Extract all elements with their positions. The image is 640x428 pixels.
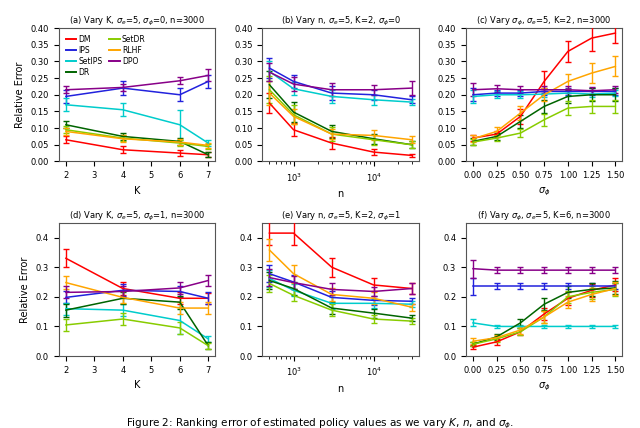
X-axis label: n: n xyxy=(337,384,344,394)
Title: (b) Vary n, $\sigma_e$=5, K=2, $\sigma_\phi$=0: (b) Vary n, $\sigma_e$=5, K=2, $\sigma_\… xyxy=(280,15,401,28)
Title: (c) Vary $\sigma_\phi$, $\sigma_e$=5, K=2, n=3000: (c) Vary $\sigma_\phi$, $\sigma_e$=5, K=… xyxy=(476,15,612,28)
Y-axis label: Relative Error: Relative Error xyxy=(15,62,25,128)
X-axis label: $\sigma_\phi$: $\sigma_\phi$ xyxy=(538,186,550,198)
Title: (d) Vary K, $\sigma_e$=5, $\sigma_\phi$=1, n=3000: (d) Vary K, $\sigma_e$=5, $\sigma_\phi$=… xyxy=(69,210,205,223)
X-axis label: K: K xyxy=(134,186,140,196)
Legend: DM, IPS, SetIPS, DR, SetDR, RLHF, DPO: DM, IPS, SetIPS, DR, SetDR, RLHF, DPO xyxy=(64,33,147,78)
X-axis label: K: K xyxy=(134,380,140,390)
X-axis label: n: n xyxy=(337,189,344,199)
Title: (a) Vary K, $\sigma_e$=5, $\sigma_\phi$=0, n=3000: (a) Vary K, $\sigma_e$=5, $\sigma_\phi$=… xyxy=(69,15,205,28)
Title: (f) Vary $\sigma_\phi$, $\sigma_e$=5, K=6, n=3000: (f) Vary $\sigma_\phi$, $\sigma_e$=5, K=… xyxy=(477,210,611,223)
Title: (e) Vary n, $\sigma_e$=5, K=2, $\sigma_\phi$=1: (e) Vary n, $\sigma_e$=5, K=2, $\sigma_\… xyxy=(281,210,401,223)
Y-axis label: Relative Error: Relative Error xyxy=(20,256,30,323)
X-axis label: $\sigma_\phi$: $\sigma_\phi$ xyxy=(538,380,550,393)
Text: Figure 2: Ranking error of estimated policy values as we vary $K$, $n$, and $\si: Figure 2: Ranking error of estimated pol… xyxy=(126,416,514,428)
